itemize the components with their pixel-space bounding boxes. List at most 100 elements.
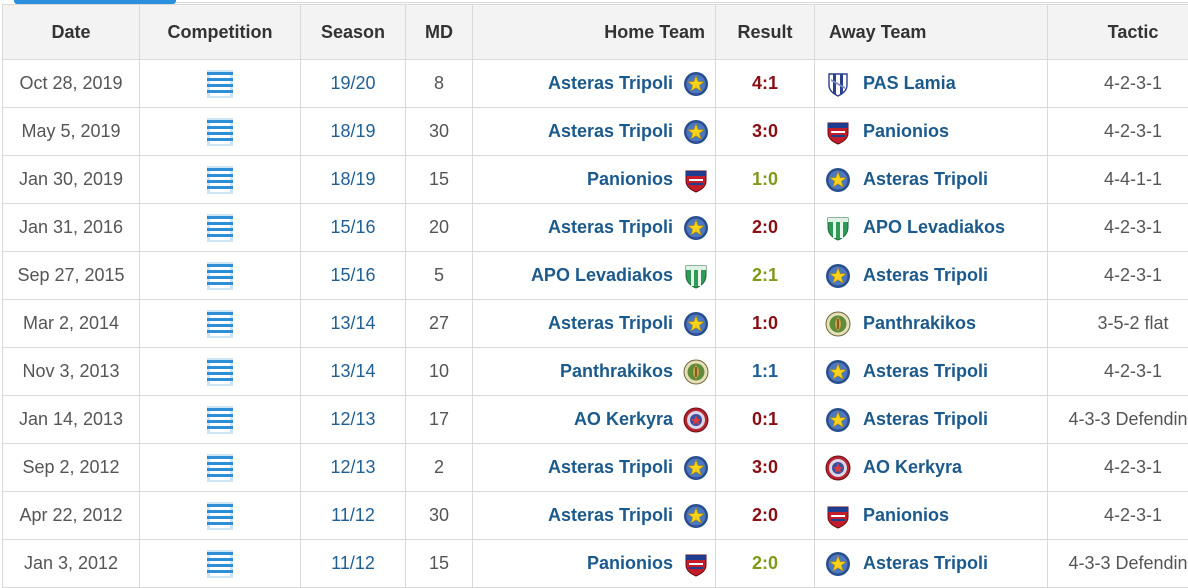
match-result[interactable]: 1:1 xyxy=(716,348,815,396)
competition-cell[interactable] xyxy=(140,156,301,204)
season-link[interactable]: 12/13 xyxy=(330,409,375,429)
season-link[interactable]: 18/19 xyxy=(330,169,375,189)
away-team-link[interactable]: Panionios xyxy=(863,121,949,142)
home-team-link[interactable]: Panionios xyxy=(587,553,673,574)
season-cell: 11/12 xyxy=(301,540,406,588)
competition-cell[interactable] xyxy=(140,348,301,396)
greece-flag-icon[interactable] xyxy=(207,216,233,236)
home-team-link[interactable]: Asteras Tripoli xyxy=(548,313,673,334)
greece-flag-icon[interactable] xyxy=(207,408,233,428)
competition-cell[interactable] xyxy=(140,300,301,348)
season-link[interactable]: 13/14 xyxy=(330,313,375,333)
away-team-link[interactable]: Panthrakikos xyxy=(863,313,976,334)
season-link[interactable]: 11/12 xyxy=(331,505,375,525)
away-team-link[interactable]: PAS Lamia xyxy=(863,73,956,94)
match-result[interactable]: 4:1 xyxy=(716,60,815,108)
panionios-crest-icon[interactable] xyxy=(825,503,851,529)
away-team-link[interactable]: Asteras Tripoli xyxy=(863,169,988,190)
header-home-team[interactable]: Home Team xyxy=(473,5,716,60)
home-team-link[interactable]: Asteras Tripoli xyxy=(548,217,673,238)
away-team-link[interactable]: Asteras Tripoli xyxy=(863,553,988,574)
match-result[interactable]: 0:1 xyxy=(716,396,815,444)
competition-cell[interactable] xyxy=(140,444,301,492)
header-md[interactable]: MD xyxy=(406,5,473,60)
season-link[interactable]: 12/13 xyxy=(330,457,375,477)
asteras-crest-icon[interactable] xyxy=(683,503,709,529)
greece-flag-icon[interactable] xyxy=(207,552,233,572)
competition-cell[interactable] xyxy=(140,108,301,156)
competition-cell[interactable] xyxy=(140,492,301,540)
match-date: Jan 3, 2012 xyxy=(3,540,140,588)
match-result[interactable]: 1:0 xyxy=(716,300,815,348)
away-team-link[interactable]: Asteras Tripoli xyxy=(863,361,988,382)
levadiakos-crest-icon[interactable] xyxy=(683,263,709,289)
panthrakikos-crest-icon[interactable] xyxy=(683,359,709,385)
match-result[interactable]: 2:0 xyxy=(716,540,815,588)
season-cell: 15/16 xyxy=(301,204,406,252)
away-team-link[interactable]: Panionios xyxy=(863,505,949,526)
match-result[interactable]: 2:0 xyxy=(716,492,815,540)
season-link[interactable]: 18/19 xyxy=(330,121,375,141)
match-result[interactable]: 3:0 xyxy=(716,444,815,492)
asteras-crest-icon[interactable] xyxy=(825,167,851,193)
asteras-crest-icon[interactable] xyxy=(825,407,851,433)
greece-flag-icon[interactable] xyxy=(207,264,233,284)
asteras-crest-icon[interactable] xyxy=(825,263,851,289)
competition-cell[interactable] xyxy=(140,252,301,300)
season-link[interactable]: 19/20 xyxy=(330,73,375,93)
away-team-link[interactable]: Asteras Tripoli xyxy=(863,265,988,286)
header-season[interactable]: Season xyxy=(301,5,406,60)
levadiakos-crest-icon[interactable] xyxy=(825,215,851,241)
greece-flag-icon[interactable] xyxy=(207,504,233,524)
match-result[interactable]: 1:0 xyxy=(716,156,815,204)
panionios-crest-icon[interactable] xyxy=(683,551,709,577)
home-team-link[interactable]: Panionios xyxy=(587,169,673,190)
home-team-link[interactable]: AO Kerkyra xyxy=(574,409,673,430)
greece-flag-icon[interactable] xyxy=(207,360,233,380)
away-team-link[interactable]: APO Levadiakos xyxy=(863,217,1005,238)
panionios-crest-icon[interactable] xyxy=(683,167,709,193)
header-competition[interactable]: Competition xyxy=(140,5,301,60)
home-team-link[interactable]: APO Levadiakos xyxy=(531,265,673,286)
asteras-crest-icon[interactable] xyxy=(683,119,709,145)
kerkyra-crest-icon[interactable] xyxy=(825,455,851,481)
competition-cell[interactable] xyxy=(140,60,301,108)
greece-flag-icon[interactable] xyxy=(207,456,233,476)
asteras-crest-icon[interactable] xyxy=(683,455,709,481)
header-result[interactable]: Result xyxy=(716,5,815,60)
asteras-crest-icon[interactable] xyxy=(825,551,851,577)
away-team-link[interactable]: AO Kerkyra xyxy=(863,457,962,478)
match-result[interactable]: 3:0 xyxy=(716,108,815,156)
competition-cell[interactable] xyxy=(140,204,301,252)
panionios-crest-icon[interactable] xyxy=(825,119,851,145)
home-team-link[interactable]: Asteras Tripoli xyxy=(548,121,673,142)
greece-flag-icon[interactable] xyxy=(207,72,233,92)
away-team-link[interactable]: Asteras Tripoli xyxy=(863,409,988,430)
match-result[interactable]: 2:1 xyxy=(716,252,815,300)
greece-flag-icon[interactable] xyxy=(207,168,233,188)
asteras-crest-icon[interactable] xyxy=(825,359,851,385)
kerkyra-crest-icon[interactable] xyxy=(683,407,709,433)
season-link[interactable]: 15/16 xyxy=(330,217,375,237)
asteras-crest-icon[interactable] xyxy=(683,215,709,241)
header-away-team[interactable]: Away Team xyxy=(815,5,1048,60)
competition-cell[interactable] xyxy=(140,396,301,444)
home-team-link[interactable]: Asteras Tripoli xyxy=(548,73,673,94)
asteras-crest-icon[interactable] xyxy=(683,311,709,337)
season-link[interactable]: 15/16 xyxy=(330,265,375,285)
competition-cell[interactable] xyxy=(140,540,301,588)
away-team-cell: Asteras Tripoli xyxy=(815,252,1048,300)
home-team-link[interactable]: Asteras Tripoli xyxy=(548,457,673,478)
greece-flag-icon[interactable] xyxy=(207,312,233,332)
home-team-link[interactable]: Asteras Tripoli xyxy=(548,505,673,526)
pas-lamia-crest-icon[interactable] xyxy=(825,71,851,97)
greece-flag-icon[interactable] xyxy=(207,120,233,140)
home-team-link[interactable]: Panthrakikos xyxy=(560,361,673,382)
panthrakikos-crest-icon[interactable] xyxy=(825,311,851,337)
header-tactic[interactable]: Tactic xyxy=(1048,5,1188,60)
asteras-crest-icon[interactable] xyxy=(683,71,709,97)
header-date[interactable]: Date xyxy=(3,5,140,60)
season-link[interactable]: 13/14 xyxy=(330,361,375,381)
season-link[interactable]: 11/12 xyxy=(331,553,375,573)
match-result[interactable]: 2:0 xyxy=(716,204,815,252)
